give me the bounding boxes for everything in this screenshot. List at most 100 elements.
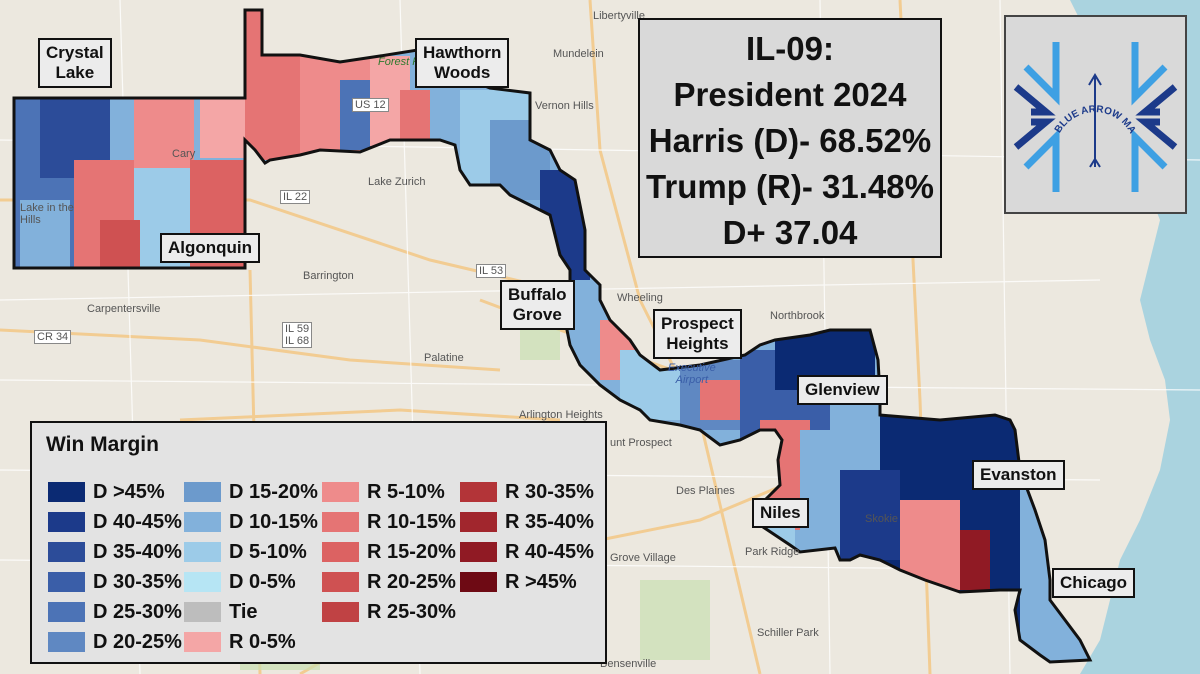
legend-item: R 40-45% [460, 539, 594, 565]
legend-label: R 0-5% [229, 630, 296, 653]
legend-item: R 5-10% [322, 479, 445, 505]
legend-item: R 0-5% [184, 629, 296, 655]
place-executive-airport: Executive Airport [668, 362, 716, 386]
logo-text: BLUE ARROW MAPS [1003, 9, 1138, 136]
place-grove-village: Grove Village [610, 552, 676, 564]
legend-item: R 25-30% [322, 599, 456, 625]
legend-swatch [322, 482, 359, 502]
legend-label: D 5-10% [229, 540, 307, 563]
title-margin: D+ 37.04 [722, 214, 858, 251]
place-carpentersville: Carpentersville [87, 303, 161, 315]
legend-label: D 35-40% [93, 540, 182, 563]
place-barrington: Barrington [303, 270, 354, 282]
legend-label: R 35-40% [505, 510, 594, 533]
legend-swatch [48, 572, 85, 592]
legend-item: D 15-20% [184, 479, 318, 505]
place-arlington-heights: Arlington Heights [519, 409, 603, 421]
legend-swatch [48, 602, 85, 622]
place-northbrook: Northbrook [770, 310, 825, 322]
place-vernon-hills: Vernon Hills [535, 100, 594, 112]
legend-swatch [184, 482, 221, 502]
label-buffalo-grove: Buffalo Grove [500, 280, 575, 330]
title-district: IL-09: [745, 30, 834, 67]
place-des-plaines: Des Plaines [676, 485, 735, 497]
legend-label: R 30-35% [505, 480, 594, 503]
legend-label: D 15-20% [229, 480, 318, 503]
road-us12: US 12 [352, 98, 389, 112]
legend-label: D >45% [93, 480, 165, 503]
road-il59: IL 59 IL 68 [282, 322, 313, 348]
legend-item: R >45% [460, 569, 577, 595]
legend-swatch [460, 482, 497, 502]
legend-item: Tie [184, 599, 258, 625]
title-race: President 2024 [673, 76, 907, 113]
legend-label: D 0-5% [229, 570, 296, 593]
legend-swatch [322, 512, 359, 532]
place-lake-zurich: Lake Zurich [368, 176, 426, 188]
legend-swatch [460, 542, 497, 562]
legend-label: R 25-30% [367, 600, 456, 623]
svg-text:BLUE ARROW MAPS: BLUE ARROW MAPS [1006, 17, 1138, 136]
place-palatine: Palatine [424, 352, 464, 364]
place-cary: Cary [172, 148, 196, 160]
place-wheeling: Wheeling [617, 292, 663, 304]
road-il22: IL 22 [280, 190, 311, 204]
legend-label: D 25-30% [93, 600, 182, 623]
label-evanston: Evanston [972, 460, 1065, 490]
legend-label: D 30-35% [93, 570, 182, 593]
legend-item: R 35-40% [460, 509, 594, 535]
legend-label: D 20-25% [93, 630, 182, 653]
title-harris-result: Harris (D)- 68.52% [648, 122, 932, 159]
legend-swatch [48, 542, 85, 562]
legend-item: D 5-10% [184, 539, 307, 565]
place-schiller-park: Schiller Park [757, 627, 819, 639]
legend-swatch [48, 482, 85, 502]
legend-label: R >45% [505, 570, 577, 593]
legend-swatch [322, 542, 359, 562]
legend-swatch [48, 632, 85, 652]
place-bensenville: Bensenville [600, 658, 657, 670]
label-glenview: Glenview [797, 375, 888, 405]
place-park-ridge: Park Ridge [745, 546, 800, 558]
legend-swatch [322, 572, 359, 592]
legend-item: R 15-20% [322, 539, 456, 565]
legend-label: R 40-45% [505, 540, 594, 563]
legend-item: R 10-15% [322, 509, 456, 535]
legend-item: D 0-5% [184, 569, 296, 595]
legend-item: R 30-35% [460, 479, 594, 505]
legend-swatch [184, 602, 221, 622]
place-skokie: Skokie [865, 513, 899, 525]
legend-swatch [48, 512, 85, 532]
legend-label: R 15-20% [367, 540, 456, 563]
legend-swatch [460, 512, 497, 532]
label-hawthorn-woods: Hawthorn Woods [415, 38, 510, 88]
legend-item: D 10-15% [184, 509, 318, 535]
legend: Win Margin D >45% D 40-45% D 35-40% D 30-35… [30, 421, 607, 664]
legend-item: D 40-45% [48, 509, 182, 535]
legend-swatch [460, 572, 497, 592]
legend-item: D 25-30% [48, 599, 182, 625]
title-trump-result: Trump (R)- 31.48% [646, 168, 934, 205]
logo-arrows-icon: BLUE ARROW MAPS [1003, 9, 1178, 192]
legend-label: Tie [229, 600, 258, 623]
legend-label: R 5-10% [367, 480, 445, 503]
label-niles: Niles [752, 498, 809, 528]
label-crystal-lake: Crystal Lake [38, 38, 112, 88]
title-box: IL-09: President 2024 Harris (D)- 68.52%… [638, 18, 942, 258]
label-algonquin: Algonquin [160, 233, 261, 263]
road-il53: IL 53 [476, 264, 507, 278]
legend-title: Win Margin [46, 433, 159, 456]
legend-swatch [184, 572, 221, 592]
legend-item: D 30-35% [48, 569, 182, 595]
place-libertyville: Libertyville [593, 10, 645, 22]
legend-label: R 10-15% [367, 510, 456, 533]
place-mount-prospect: unt Prospect [610, 437, 672, 449]
label-prospect-heights: Prospect Heights [653, 309, 742, 359]
legend-swatch [184, 512, 221, 532]
label-chicago: Chicago [1052, 568, 1136, 598]
legend-label: D 10-15% [229, 510, 318, 533]
place-mundelein: Mundelein [553, 48, 604, 60]
place-lake-in-the-hills: Lake in the Hills [20, 202, 74, 226]
legend-item: D 35-40% [48, 539, 182, 565]
legend-swatch [322, 602, 359, 622]
